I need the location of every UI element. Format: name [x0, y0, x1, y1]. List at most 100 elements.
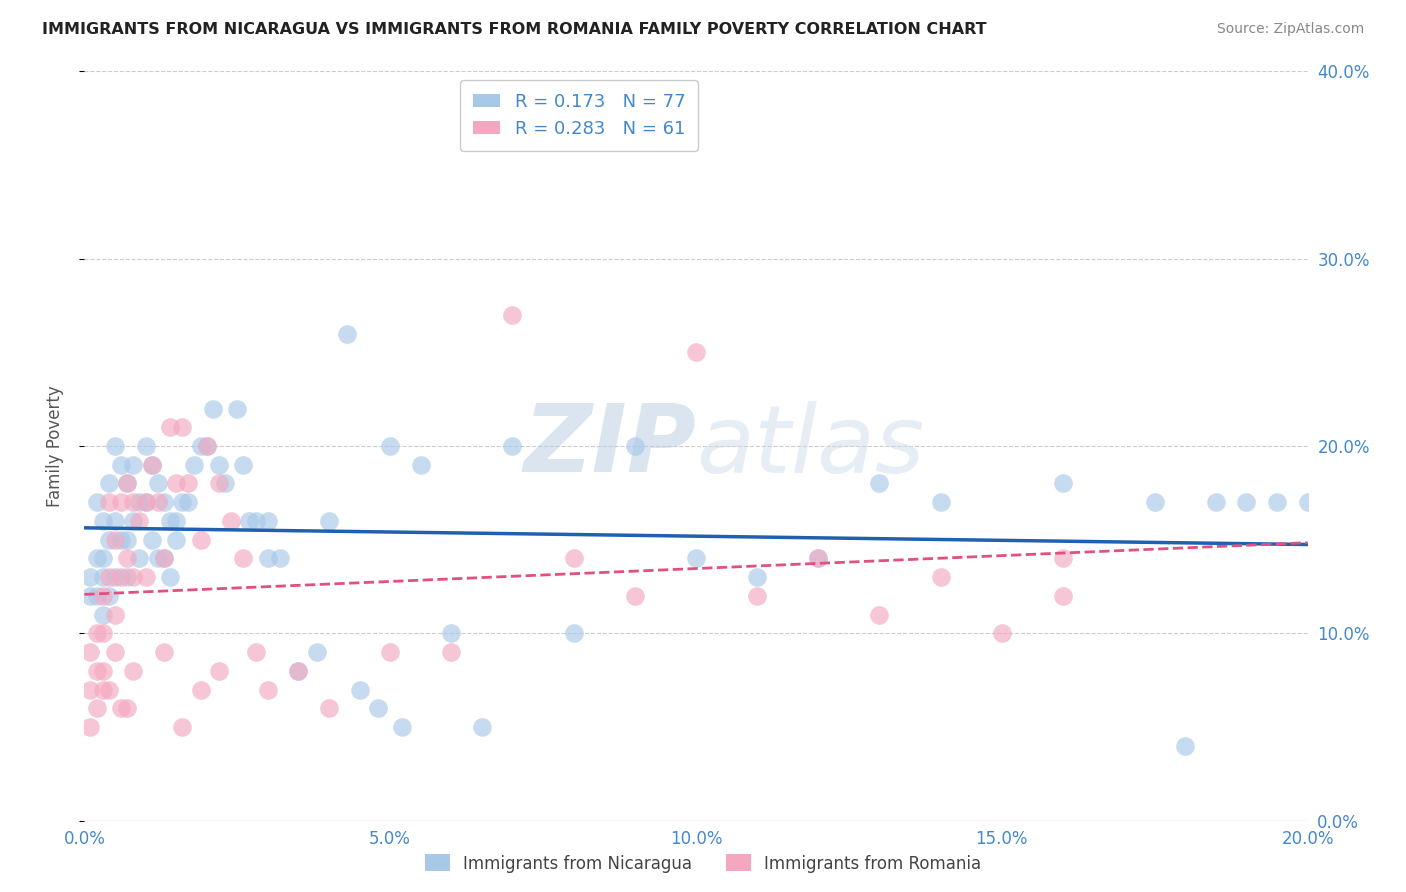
Point	[122, 495, 145, 509]
Point	[177, 476, 200, 491]
Point	[1143, 495, 1166, 509]
Point	[159, 570, 181, 584]
Point	[208, 458, 231, 472]
Point	[1236, 495, 1258, 509]
Point	[165, 514, 187, 528]
Point	[195, 439, 218, 453]
Point	[305, 645, 328, 659]
Point	[97, 495, 120, 509]
Legend: Immigrants from Nicaragua, Immigrants from Romania: Immigrants from Nicaragua, Immigrants fr…	[418, 847, 988, 880]
Point	[183, 458, 205, 472]
Point	[562, 626, 585, 640]
Point	[349, 682, 371, 697]
Point	[929, 495, 952, 509]
Point	[190, 439, 212, 453]
Point	[153, 551, 176, 566]
Point	[110, 570, 132, 584]
Point	[104, 607, 127, 622]
Text: ZIP: ZIP	[523, 400, 696, 492]
Point	[128, 495, 150, 509]
Point	[1205, 495, 1227, 509]
Point	[91, 607, 114, 622]
Point	[91, 664, 114, 678]
Point	[869, 476, 891, 491]
Point	[336, 326, 359, 341]
Point	[135, 570, 157, 584]
Point	[195, 439, 218, 453]
Point	[562, 551, 585, 566]
Point	[409, 458, 432, 472]
Point	[219, 514, 242, 528]
Point	[214, 476, 236, 491]
Point	[440, 645, 463, 659]
Point	[190, 533, 212, 547]
Point	[91, 626, 114, 640]
Point	[1265, 495, 1288, 509]
Point	[122, 570, 145, 584]
Point	[367, 701, 389, 715]
Point	[115, 476, 138, 491]
Point	[97, 589, 120, 603]
Point	[91, 589, 114, 603]
Point	[97, 533, 120, 547]
Point	[232, 458, 254, 472]
Point	[208, 664, 231, 678]
Point	[128, 551, 150, 566]
Point	[146, 476, 169, 491]
Point	[391, 720, 413, 734]
Point	[91, 570, 114, 584]
Point	[104, 439, 127, 453]
Point	[115, 476, 138, 491]
Point	[287, 664, 309, 678]
Point	[1174, 739, 1197, 753]
Point	[245, 514, 267, 528]
Point	[104, 514, 127, 528]
Point	[141, 458, 163, 472]
Point	[86, 551, 108, 566]
Point	[685, 551, 707, 566]
Point	[135, 495, 157, 509]
Point	[380, 439, 402, 453]
Point	[177, 495, 200, 509]
Point	[141, 458, 163, 472]
Point	[86, 701, 108, 715]
Point	[97, 682, 120, 697]
Point	[232, 551, 254, 566]
Point	[165, 476, 187, 491]
Point	[624, 589, 647, 603]
Point	[807, 551, 830, 566]
Point	[159, 514, 181, 528]
Point	[1052, 476, 1074, 491]
Point	[159, 420, 181, 434]
Point	[165, 533, 187, 547]
Text: IMMIGRANTS FROM NICARAGUA VS IMMIGRANTS FROM ROMANIA FAMILY POVERTY CORRELATION : IMMIGRANTS FROM NICARAGUA VS IMMIGRANTS …	[42, 22, 987, 37]
Point	[79, 589, 101, 603]
Point	[122, 514, 145, 528]
Point	[471, 720, 494, 734]
Point	[201, 401, 224, 416]
Point	[135, 495, 157, 509]
Point	[502, 308, 524, 322]
Point	[104, 570, 127, 584]
Point	[153, 551, 176, 566]
Point	[110, 458, 132, 472]
Point	[79, 720, 101, 734]
Legend: R = 0.173   N = 77, R = 0.283   N = 61: R = 0.173 N = 77, R = 0.283 N = 61	[460, 80, 697, 151]
Point	[86, 626, 108, 640]
Point	[238, 514, 260, 528]
Point	[110, 495, 132, 509]
Point	[97, 570, 120, 584]
Point	[122, 458, 145, 472]
Point	[153, 645, 176, 659]
Point	[318, 514, 340, 528]
Point	[172, 495, 194, 509]
Point	[172, 720, 194, 734]
Point	[747, 570, 769, 584]
Point	[79, 645, 101, 659]
Point	[226, 401, 249, 416]
Point	[991, 626, 1014, 640]
Point	[1052, 551, 1074, 566]
Point	[110, 701, 132, 715]
Point	[79, 570, 101, 584]
Point	[380, 645, 402, 659]
